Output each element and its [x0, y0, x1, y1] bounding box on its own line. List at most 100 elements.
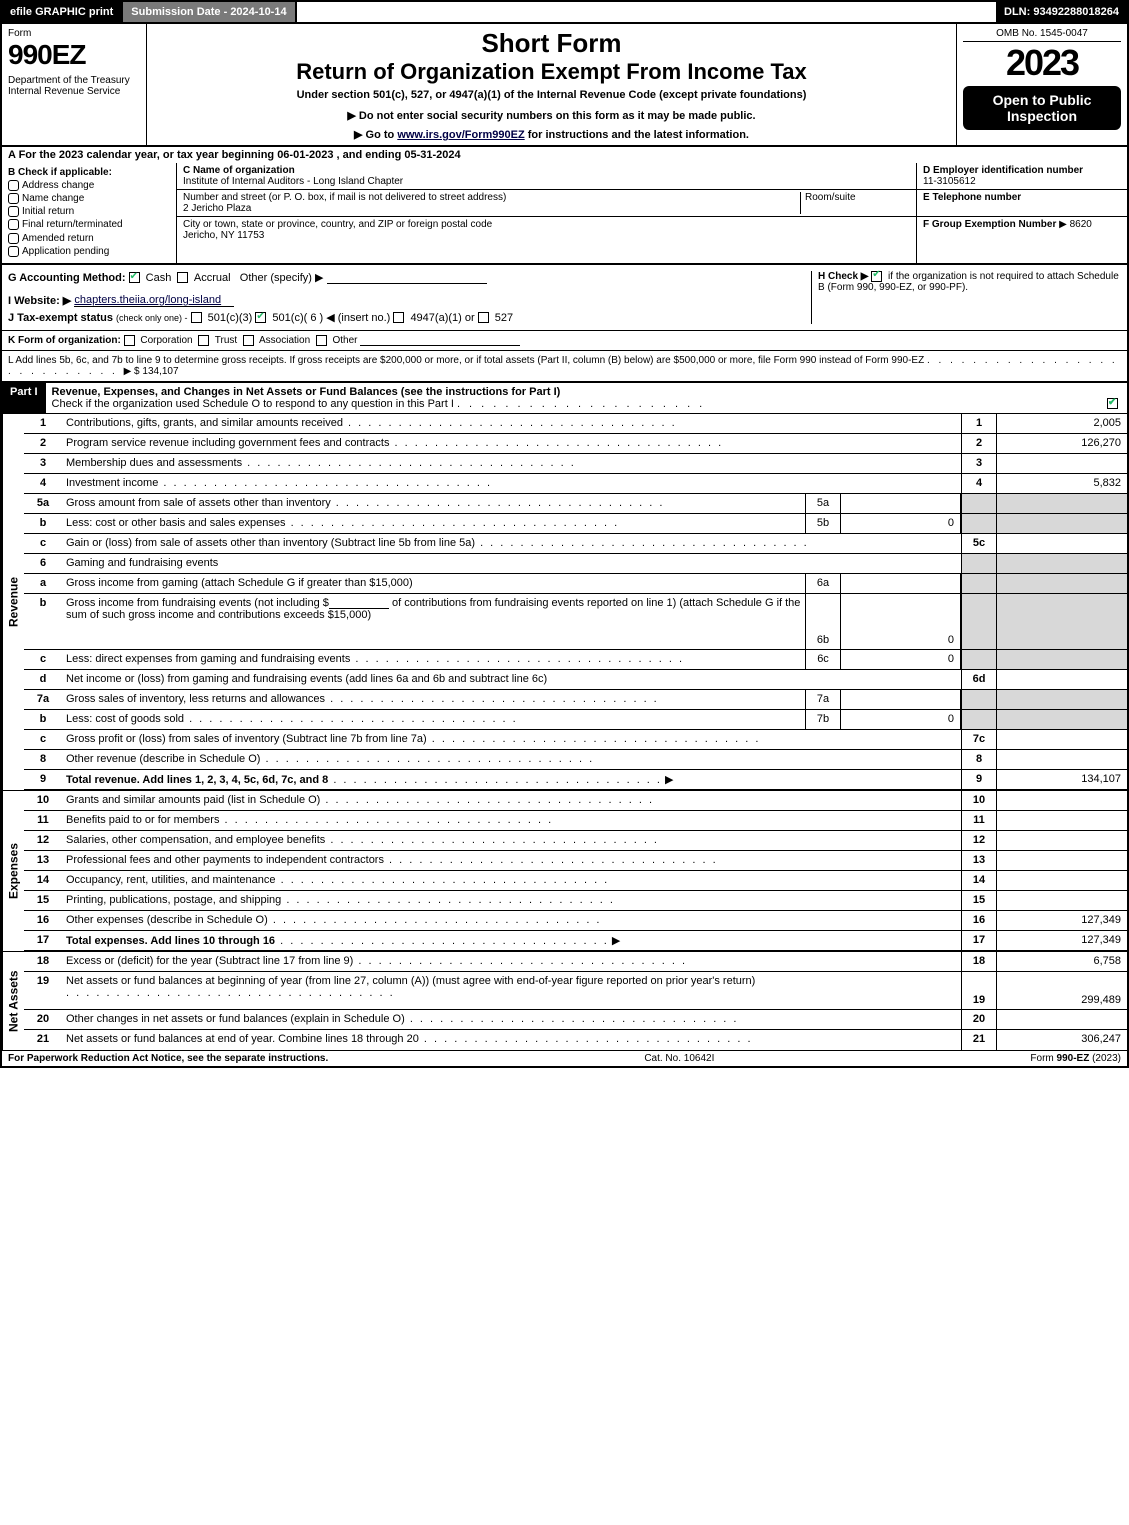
- page-footer: For Paperwork Reduction Act Notice, see …: [0, 1050, 1129, 1068]
- val-11: [997, 811, 1127, 830]
- other-specify-input[interactable]: [327, 283, 487, 284]
- val-3: [997, 454, 1127, 473]
- i-label: I Website: ▶: [8, 295, 71, 307]
- line-5b: b Less: cost or other basis and sales ex…: [24, 514, 1127, 534]
- city-block: City or town, state or province, country…: [177, 217, 916, 243]
- val-13: [997, 851, 1127, 870]
- topbar: efile GRAPHIC print Submission Date - 20…: [0, 0, 1129, 24]
- form-number: 990EZ: [8, 39, 140, 71]
- chk-corporation[interactable]: [124, 335, 135, 346]
- line-20: 20 Other changes in net assets or fund b…: [24, 1010, 1127, 1030]
- f-value: ▶ 8620: [1059, 219, 1092, 230]
- chk-501c[interactable]: [255, 312, 266, 323]
- chk-527[interactable]: [478, 312, 489, 323]
- year-block: OMB No. 1545-0047 2023 Open to Public In…: [957, 24, 1127, 145]
- chk-amended-return[interactable]: Amended return: [8, 233, 170, 244]
- val-7c: [997, 730, 1127, 749]
- dln-label: DLN: 93492288018264: [996, 2, 1127, 22]
- line-7a: 7a Gross sales of inventory, less return…: [24, 690, 1127, 710]
- val-16: 127,349: [997, 911, 1127, 930]
- val-7b: 0: [841, 710, 961, 729]
- line-5c: c Gain or (loss) from sale of assets oth…: [24, 534, 1127, 554]
- title-short: Short Form: [155, 28, 948, 59]
- val-9: 134,107: [997, 770, 1127, 789]
- row-a-tax-year: A For the 2023 calendar year, or tax yea…: [0, 147, 1129, 163]
- val-12: [997, 831, 1127, 850]
- chk-final-return[interactable]: Final return/terminated: [8, 219, 170, 230]
- addr-label: Number and street (or P. O. box, if mail…: [183, 192, 506, 203]
- chk-address-change[interactable]: Address change: [8, 180, 170, 191]
- val-2: 126,270: [997, 434, 1127, 453]
- part1-check-line: Check if the organization used Schedule …: [52, 398, 454, 410]
- line-3: 3 Membership dues and assessments 3: [24, 454, 1127, 474]
- l-text: L Add lines 5b, 6c, and 7b to line 9 to …: [8, 355, 924, 366]
- part1-header-row: Part I Revenue, Expenses, and Changes in…: [0, 383, 1129, 414]
- lbl-corporation: Corporation: [140, 335, 192, 346]
- val-10: [997, 791, 1127, 810]
- lbl-association: Association: [259, 335, 310, 346]
- val-5c: [997, 534, 1127, 553]
- line-7b: b Less: cost of goods sold 7b 0: [24, 710, 1127, 730]
- line-10: 10 Grants and similar amounts paid (list…: [24, 791, 1127, 811]
- line-6c: c Less: direct expenses from gaming and …: [24, 650, 1127, 670]
- val-5a: [841, 494, 961, 513]
- line-2: 2 Program service revenue including gove…: [24, 434, 1127, 454]
- efile-print-button[interactable]: efile GRAPHIC print: [2, 2, 123, 22]
- line-13: 13 Professional fees and other payments …: [24, 851, 1127, 871]
- line-6a: a Gross income from gaming (attach Sched…: [24, 574, 1127, 594]
- val-21: 306,247: [997, 1030, 1127, 1050]
- lbl-527: 527: [495, 312, 513, 324]
- do-not-enter: ▶ Do not enter social security numbers o…: [155, 109, 948, 122]
- addr-value: 2 Jericho Plaza: [183, 203, 251, 214]
- other-label: Other (specify) ▶: [240, 272, 324, 284]
- city-label: City or town, state or province, country…: [183, 219, 492, 230]
- chk-initial-return[interactable]: Initial return: [8, 206, 170, 217]
- chk-schedule-o[interactable]: [1107, 398, 1118, 409]
- chk-cash[interactable]: [129, 272, 140, 283]
- website-link[interactable]: chapters.theiia.org/long-island: [74, 294, 234, 307]
- d-label: D Employer identification number: [923, 165, 1083, 176]
- chk-501c3[interactable]: [191, 312, 202, 323]
- line-12: 12 Salaries, other compensation, and emp…: [24, 831, 1127, 851]
- goto-post: for instructions and the latest informat…: [525, 129, 749, 141]
- chk-4947[interactable]: [393, 312, 404, 323]
- open-to-public: Open to Public Inspection: [963, 86, 1121, 130]
- cash-label: Cash: [146, 272, 172, 284]
- l-amount: ▶ $ 134,107: [124, 366, 179, 377]
- chk-other-org[interactable]: [316, 335, 327, 346]
- lbl-501c3: 501(c)(3): [208, 312, 253, 324]
- submission-date: Submission Date - 2024-10-14: [123, 2, 296, 22]
- val-6a: [841, 574, 961, 593]
- c-label: C Name of organization: [183, 165, 295, 176]
- val-14: [997, 871, 1127, 890]
- i-website-row: I Website: ▶ chapters.theiia.org/long-is…: [8, 294, 811, 307]
- f-group-block: F Group Exemption Number ▶ 8620: [917, 217, 1127, 232]
- footer-left: For Paperwork Reduction Act Notice, see …: [8, 1053, 328, 1064]
- chk-trust[interactable]: [198, 335, 209, 346]
- lbl-501c: 501(c)( 6 ) ◀ (insert no.): [272, 312, 390, 324]
- side-revenue: Revenue: [2, 414, 24, 790]
- chk-accrual[interactable]: [177, 272, 188, 283]
- d-ein-block: D Employer identification number 11-3105…: [917, 163, 1127, 190]
- j-sub: (check only one) -: [116, 313, 188, 323]
- line-11: 11 Benefits paid to or for members 11: [24, 811, 1127, 831]
- d-value: 11-3105612: [923, 176, 976, 187]
- chk-association[interactable]: [243, 335, 254, 346]
- chk-name-change[interactable]: Name change: [8, 193, 170, 204]
- e-label: E Telephone number: [923, 192, 1021, 203]
- line-9: 9 Total revenue. Add lines 1, 2, 3, 4, 5…: [24, 770, 1127, 790]
- line-21: 21 Net assets or fund balances at end of…: [24, 1030, 1127, 1050]
- line-16: 16 Other expenses (describe in Schedule …: [24, 911, 1127, 931]
- line-4: 4 Investment income 4 5,832: [24, 474, 1127, 494]
- line-7c: c Gross profit or (loss) from sales of i…: [24, 730, 1127, 750]
- other-org-input[interactable]: [360, 345, 520, 346]
- chk-schedule-b[interactable]: [871, 271, 882, 282]
- lbl-other-org: Other: [332, 335, 357, 346]
- title-under: Under section 501(c), 527, or 4947(a)(1)…: [155, 89, 948, 101]
- chk-application-pending[interactable]: Application pending: [8, 246, 170, 257]
- line-6: 6 Gaming and fundraising events: [24, 554, 1127, 574]
- part1-title: Revenue, Expenses, and Changes in Net As…: [46, 383, 1127, 413]
- goto-link[interactable]: www.irs.gov/Form990EZ: [397, 129, 524, 141]
- line-19: 19 Net assets or fund balances at beginn…: [24, 972, 1127, 1010]
- form-header: Form 990EZ Department of the Treasury In…: [0, 24, 1129, 147]
